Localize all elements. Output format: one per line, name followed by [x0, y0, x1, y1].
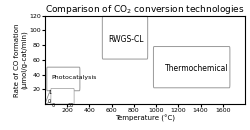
- FancyBboxPatch shape: [51, 89, 74, 104]
- Text: 0: 0: [48, 99, 51, 104]
- FancyBboxPatch shape: [47, 67, 80, 91]
- Text: Photocatalysis: Photocatalysis: [51, 75, 96, 80]
- Text: Thermochemical: Thermochemical: [165, 64, 228, 73]
- Text: 0: 0: [51, 103, 54, 108]
- Title: Comparison of CO$_2$ conversion technologies: Comparison of CO$_2$ conversion technolo…: [45, 3, 245, 16]
- Text: 1: 1: [48, 90, 51, 95]
- X-axis label: Temperature (°C): Temperature (°C): [115, 115, 175, 122]
- FancyBboxPatch shape: [102, 16, 148, 59]
- Text: 30: 30: [68, 103, 74, 108]
- Y-axis label: Rate of CO formation
(μmol/g-cat/min): Rate of CO formation (μmol/g-cat/min): [14, 23, 28, 97]
- Text: RWGS-CL: RWGS-CL: [108, 35, 144, 44]
- FancyBboxPatch shape: [154, 47, 230, 88]
